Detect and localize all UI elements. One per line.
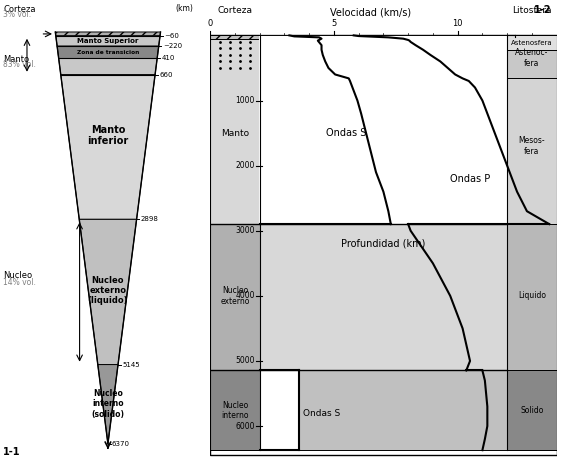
Text: 10: 10: [452, 19, 463, 28]
Bar: [210, 39, 260, 224]
Text: 5000: 5000: [235, 357, 254, 366]
Bar: [210, 224, 260, 370]
Text: 0: 0: [207, 19, 213, 28]
Bar: [507, 36, 557, 50]
Polygon shape: [80, 219, 136, 365]
Text: 2000: 2000: [235, 161, 254, 170]
Text: Corteza: Corteza: [3, 5, 36, 14]
Text: Nucleo
interno
(solido): Nucleo interno (solido): [91, 389, 124, 418]
Bar: [260, 36, 507, 450]
Bar: [210, 370, 260, 450]
Text: 5: 5: [331, 19, 336, 28]
Text: 1000: 1000: [235, 96, 254, 105]
Text: 5145: 5145: [122, 362, 140, 367]
Text: Litosfera: Litosfera: [512, 6, 552, 15]
Text: 3000: 3000: [235, 226, 254, 235]
Bar: [507, 370, 557, 450]
Text: Velocidad (km/s): Velocidad (km/s): [331, 7, 412, 17]
Polygon shape: [57, 46, 158, 58]
Text: ~220: ~220: [163, 43, 182, 49]
Bar: [507, 78, 557, 224]
Text: 2898: 2898: [141, 216, 158, 222]
Text: 1-2: 1-2: [534, 5, 552, 15]
Text: Manto: Manto: [221, 129, 249, 138]
Polygon shape: [260, 36, 391, 224]
Text: 660: 660: [159, 72, 173, 78]
Bar: [260, 370, 507, 450]
Bar: [507, 224, 557, 370]
Text: 14% vol.: 14% vol.: [3, 278, 36, 286]
Text: 410: 410: [161, 56, 174, 61]
Bar: [507, 50, 557, 78]
Polygon shape: [98, 365, 118, 444]
Text: Astenosfera: Astenosfera: [511, 40, 553, 45]
Text: Ondas S: Ondas S: [303, 409, 340, 417]
Text: Nucleo
externo
(liquido): Nucleo externo (liquido): [87, 276, 128, 306]
Text: Liquido: Liquido: [518, 292, 546, 300]
Text: Manto Superior: Manto Superior: [77, 38, 139, 44]
Text: Profundidad
(km): Profundidad (km): [161, 0, 207, 13]
Text: Profundidad (km): Profundidad (km): [341, 239, 425, 249]
Text: 6370: 6370: [112, 441, 130, 447]
Text: 83% vol.: 83% vol.: [3, 60, 36, 69]
Polygon shape: [55, 32, 161, 36]
Text: Ondas S: Ondas S: [326, 128, 366, 138]
Text: Corteza: Corteza: [218, 6, 252, 15]
Text: Manto
inferior: Manto inferior: [87, 124, 128, 146]
Text: Nucleo
externo: Nucleo externo: [220, 286, 249, 306]
Polygon shape: [61, 75, 155, 219]
Bar: [260, 224, 507, 370]
Text: 6000: 6000: [235, 422, 254, 431]
Polygon shape: [56, 36, 160, 46]
Text: 4000: 4000: [235, 292, 254, 300]
Text: Nucleo: Nucleo: [3, 271, 32, 280]
Text: 1-1: 1-1: [3, 447, 21, 457]
Bar: [260, 370, 299, 450]
Bar: [210, 36, 260, 39]
Text: Astenос-
fera: Astenос- fera: [515, 49, 549, 68]
Polygon shape: [59, 58, 157, 75]
Text: Mesos-
fera: Mesos- fera: [519, 136, 545, 156]
Text: Nucleo
interno: Nucleo interno: [221, 401, 249, 420]
Text: Manto: Manto: [3, 55, 30, 64]
Text: 3% vol.: 3% vol.: [3, 10, 31, 19]
Text: Solido: Solido: [520, 406, 544, 415]
Text: Ondas P: Ondas P: [450, 174, 490, 183]
Text: ~60: ~60: [164, 33, 179, 39]
Text: Zona de transicion: Zona de transicion: [77, 50, 139, 55]
